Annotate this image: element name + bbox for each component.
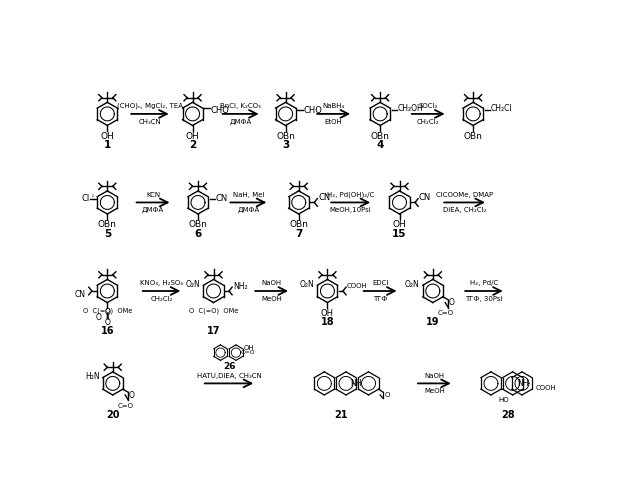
Text: 7: 7 [295,228,302,238]
Text: 3: 3 [282,140,289,150]
Text: ТГФ, 30Psi: ТГФ, 30Psi [465,296,503,302]
Text: OBn: OBn [464,132,483,140]
Text: COOH: COOH [535,385,556,391]
Text: 15: 15 [392,228,407,238]
Text: CH₂Cl₂: CH₂Cl₂ [150,296,173,302]
Text: O: O [105,308,110,317]
Text: CH₃CN: CH₃CN [138,118,161,124]
Text: CH₂Cl₂: CH₂Cl₂ [417,118,439,124]
Text: CH₂OH: CH₂OH [398,104,424,114]
Text: HATU,DIEA, CH₃CN: HATU,DIEA, CH₃CN [197,373,262,379]
Text: HO: HO [498,398,509,404]
Text: MeOH: MeOH [424,388,445,394]
Text: ДМФА: ДМФА [237,207,260,213]
Text: O: O [128,391,134,400]
Text: CN: CN [318,194,330,202]
Text: DIEA, CH₂Cl₂: DIEA, CH₂Cl₂ [443,207,487,213]
Text: OH: OH [392,220,406,229]
Text: O: O [385,392,390,398]
Text: 1: 1 [103,140,111,150]
Text: 17: 17 [207,326,221,336]
Text: OH: OH [244,345,254,351]
Text: 4: 4 [376,140,384,150]
Text: NaOH: NaOH [424,373,444,379]
Text: KCN: KCN [146,192,160,198]
Text: C=O: C=O [118,403,134,409]
Text: H₂N: H₂N [85,372,100,381]
Text: NH₂: NH₂ [233,282,247,291]
Text: CHO: CHO [303,106,322,115]
Text: CN: CN [419,194,431,202]
Text: 5: 5 [103,228,111,238]
Text: H₂, Pd(OH)₂/C: H₂, Pd(OH)₂/C [327,192,374,198]
Text: O₂N: O₂N [300,280,314,288]
Text: OH: OH [186,132,199,140]
Text: BnCl, K₂CO₃: BnCl, K₂CO₃ [221,104,261,110]
Text: O  C(=O)  OMe: O C(=O) OMe [83,308,132,314]
Text: Cl: Cl [81,194,90,203]
Text: NaOH: NaOH [262,280,282,286]
Text: NH: NH [517,379,529,388]
Text: CN: CN [216,194,228,203]
Text: 28: 28 [501,410,515,420]
Text: NaH, MeI: NaH, MeI [232,192,264,198]
Text: MeOH,10Psi: MeOH,10Psi [330,207,371,213]
Text: EDCl: EDCl [372,280,388,286]
Text: 16: 16 [100,326,114,336]
Text: CN: CN [75,290,85,298]
Text: (CHO)ₙ, MgCl₂, TEA: (CHO)ₙ, MgCl₂, TEA [117,103,183,110]
Text: NaBH₄: NaBH₄ [323,104,345,110]
Text: OBn: OBn [371,132,389,140]
Text: 26: 26 [223,362,235,371]
Text: O: O [105,318,110,327]
Text: SOCl₂: SOCl₂ [419,104,438,110]
Text: COOH: COOH [347,284,368,290]
Text: 2: 2 [189,140,196,150]
Text: MeOH: MeOH [261,296,282,302]
Text: O: O [449,298,454,308]
Text: ||: || [105,314,110,320]
Text: CHO: CHO [211,106,229,115]
Text: KNO₃, H₂SO₄: KNO₃, H₂SO₄ [140,280,183,286]
Text: EtOH: EtOH [325,118,343,124]
Text: ТГФ: ТГФ [373,296,388,302]
Text: C=O: C=O [240,350,255,355]
Text: ДМФА: ДМФА [229,118,252,124]
Text: O  C(=O)  OMe: O C(=O) OMe [189,308,238,314]
Text: ДМФА: ДМФА [142,207,164,213]
Text: ClCOOMe, DMAP: ClCOOMe, DMAP [436,192,493,198]
Text: O₂N: O₂N [405,280,420,288]
Text: OBn: OBn [289,220,308,229]
Text: OBn: OBn [189,220,207,229]
Text: H₂, Pd/C: H₂, Pd/C [470,280,498,286]
Text: OH: OH [321,308,334,318]
Text: NH: NH [351,379,362,388]
Text: 6: 6 [194,228,202,238]
Text: ₂: ₂ [92,192,95,198]
Text: O₂N: O₂N [186,280,201,288]
Text: 20: 20 [106,410,120,420]
Text: O: O [95,314,101,322]
Text: 21: 21 [335,410,348,420]
Text: C=O: C=O [438,310,454,316]
Text: OH: OH [100,132,114,140]
Text: OBn: OBn [98,220,117,229]
Text: 18: 18 [321,317,334,327]
Text: 19: 19 [426,317,440,327]
Text: OBn: OBn [276,132,295,140]
Text: CH₂Cl: CH₂Cl [491,104,513,114]
